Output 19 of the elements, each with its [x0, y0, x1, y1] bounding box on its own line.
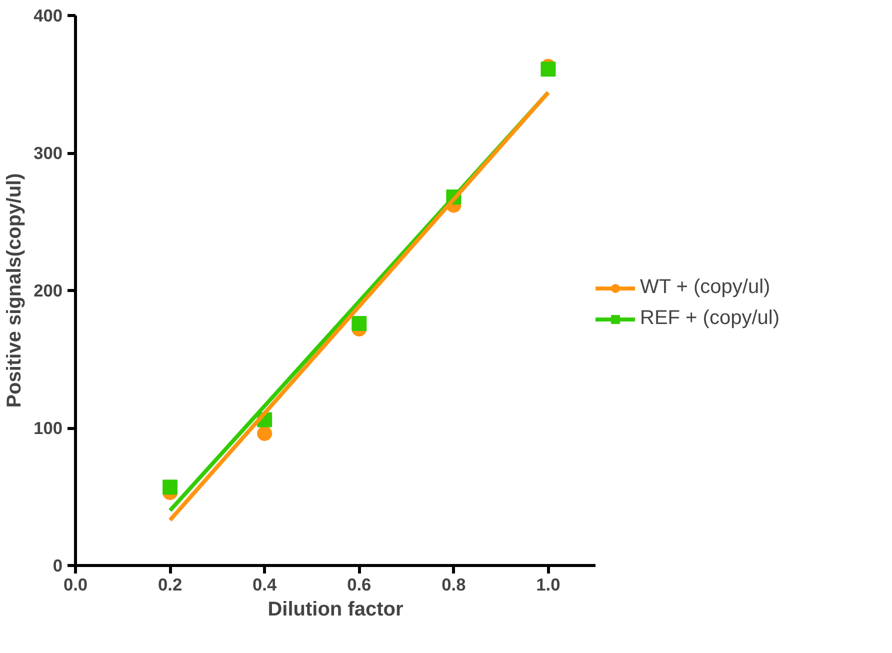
- y-axis-title: Positive signals(copy/ul): [4, 173, 26, 408]
- y-tick-label: 100: [34, 418, 63, 438]
- legend-label: WT + (copy/ul): [640, 276, 770, 299]
- y-tick-label: 0: [52, 556, 63, 576]
- x-tick-label: 1.0: [536, 574, 560, 594]
- x-tick-label: 0.4: [252, 574, 277, 594]
- point: [540, 62, 556, 77]
- y-tick-label: 400: [34, 6, 63, 26]
- y-tick-label: 200: [34, 280, 63, 300]
- y-tick-label: 300: [34, 143, 63, 163]
- point: [352, 316, 367, 331]
- x-axis-title: Dilution factor: [268, 598, 404, 620]
- legend-label: REF + (copy/ul): [640, 307, 780, 330]
- point: [162, 480, 178, 495]
- x-tick-label: 0.2: [158, 574, 182, 594]
- point: [257, 426, 272, 441]
- x-tick-label: 0.0: [63, 574, 88, 594]
- x-tick-label: 0.6: [347, 574, 372, 594]
- x-tick-label: 0.8: [442, 574, 466, 594]
